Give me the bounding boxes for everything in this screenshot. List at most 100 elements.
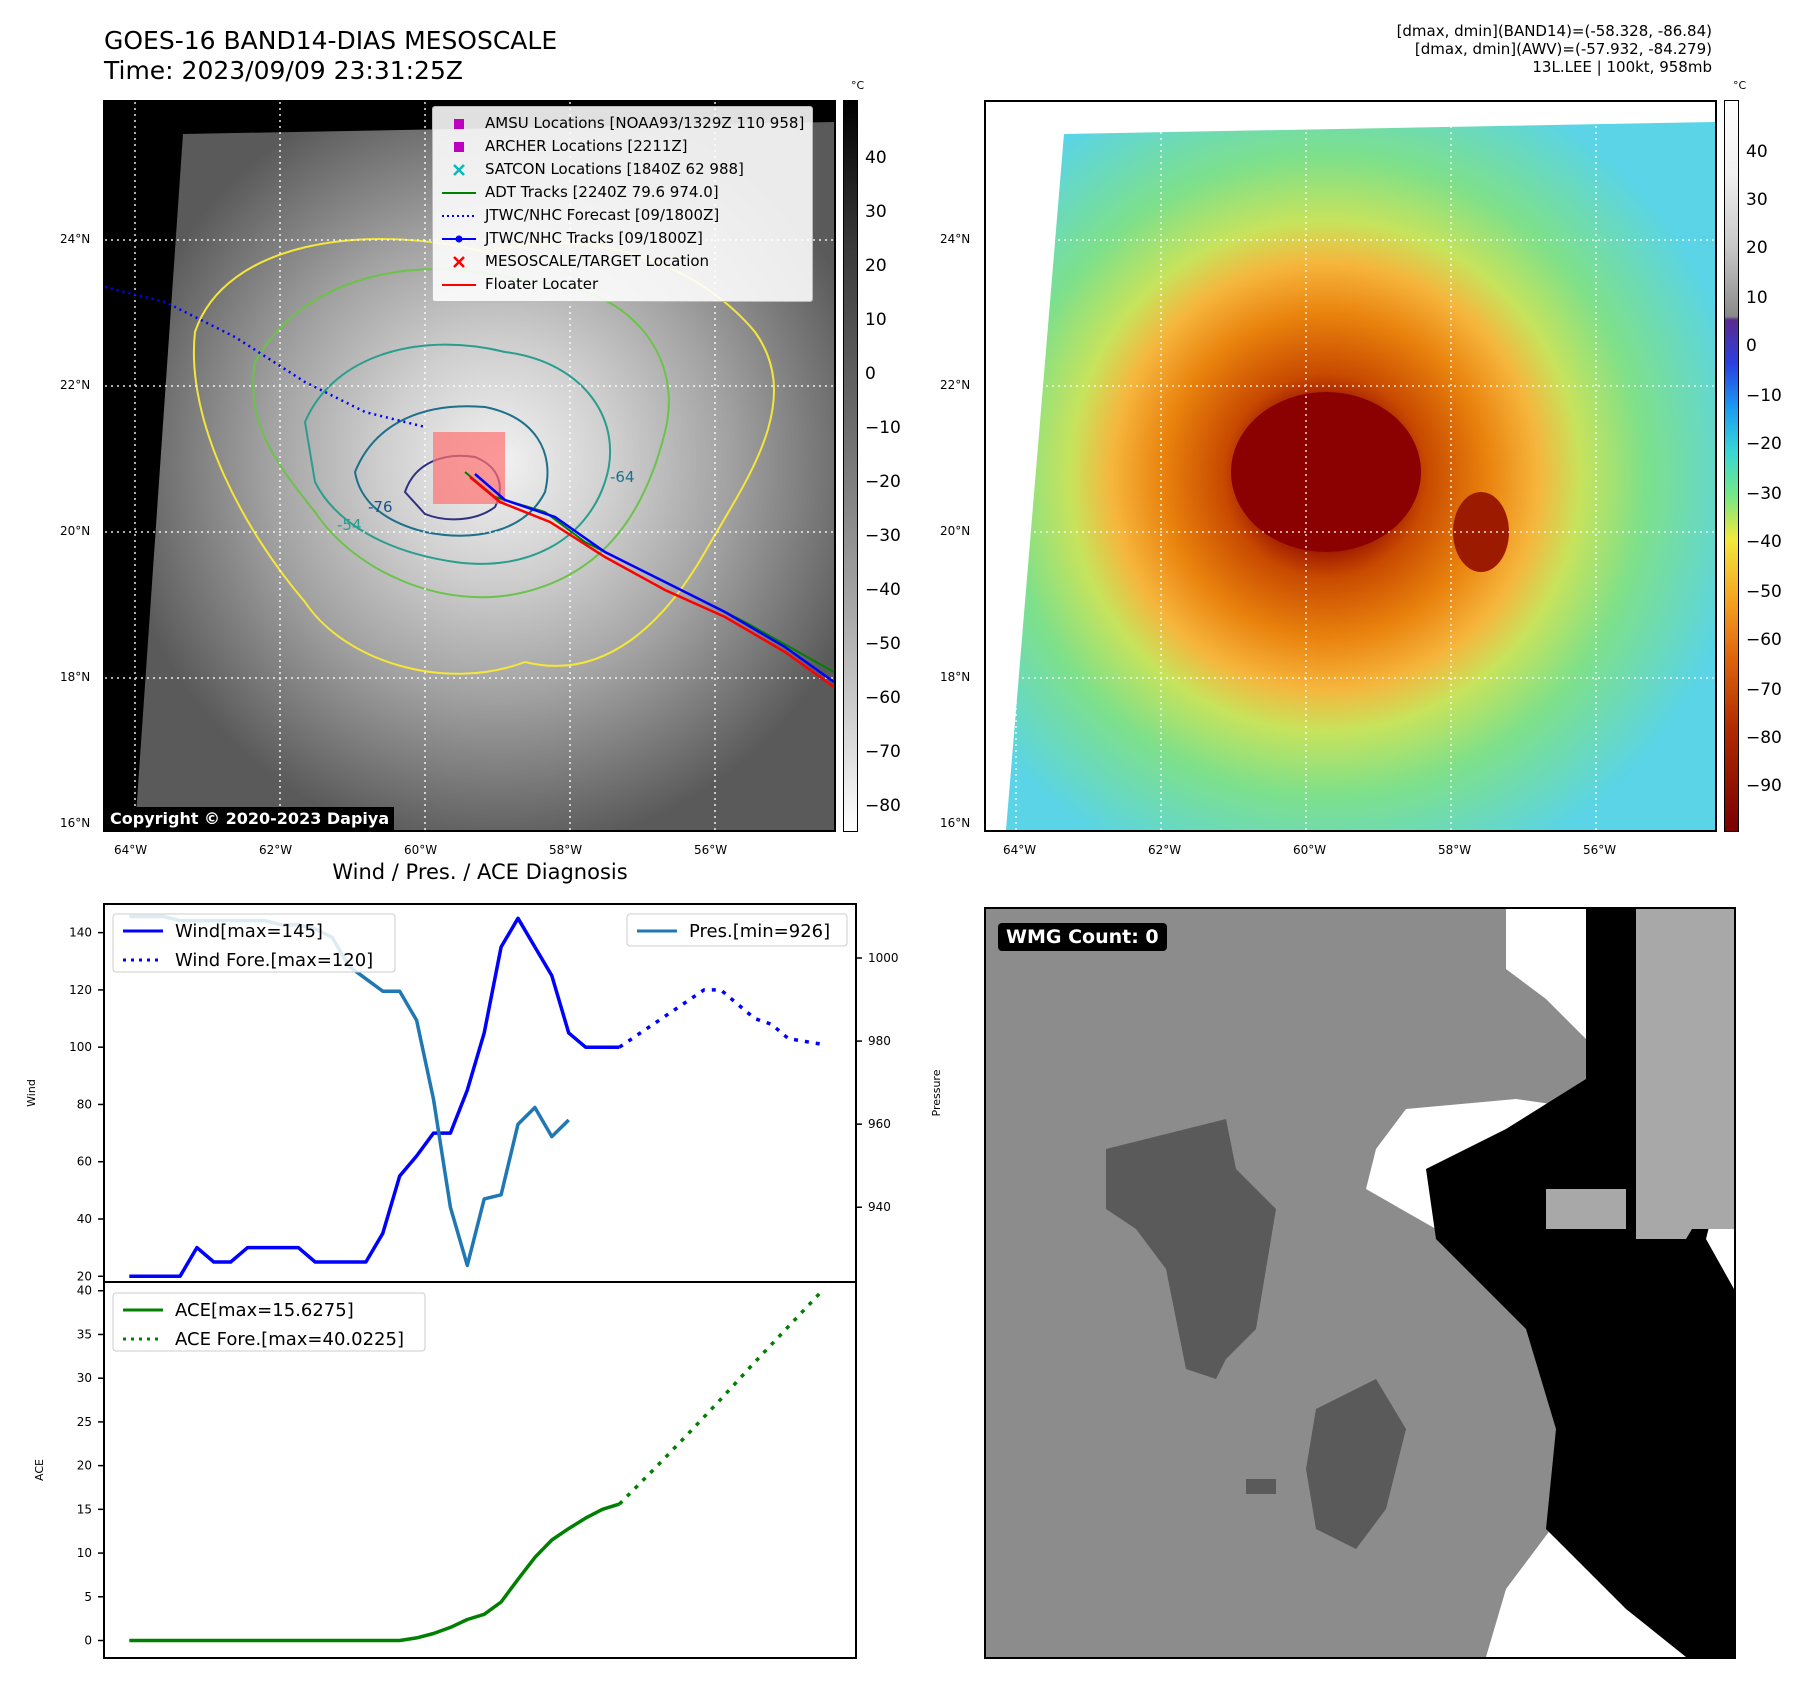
lon-label: 60°W	[404, 843, 438, 857]
lat-label: 20°N	[60, 524, 91, 538]
series-line-wind-0	[129, 916, 537, 1279]
legend-item-tracks: JTWC/NHC Tracks [09/1800Z]	[441, 227, 804, 250]
colorbar-tick: −80	[1746, 728, 1782, 748]
awv-map	[984, 100, 1717, 832]
info-line-3: 13L.LEE | 100kt, 958mb	[1532, 58, 1712, 76]
wmg-count-badge: WMG Count: 0	[998, 923, 1167, 951]
ace-ytick-label: 0	[84, 1634, 92, 1648]
colorbar-tick: 20	[865, 256, 887, 276]
square-marker-icon	[441, 117, 477, 131]
lat-label: 16°N	[60, 816, 91, 830]
legend-wind: Wind[max=145]	[175, 921, 323, 942]
legend-item-target: MESOSCALE/TARGET Location	[441, 250, 804, 273]
colorbar-tick: −20	[865, 472, 901, 492]
legend-item-archer: ARCHER Locations [2211Z]	[441, 135, 804, 158]
colorbar-tick: 10	[865, 310, 887, 330]
colorbar-tick: 10	[1746, 288, 1768, 308]
x-marker-icon	[441, 255, 477, 269]
pressure-ytick-label: 940	[868, 1200, 891, 1214]
lat-label: 18°N	[940, 670, 971, 684]
wind-ytick-label: 60	[77, 1155, 92, 1169]
ace-ytick-label: 5	[84, 1590, 92, 1604]
legend-label: ARCHER Locations [2211Z]	[485, 137, 688, 155]
lat-label: 24°N	[60, 232, 91, 246]
colorbar-unit: °C	[1733, 79, 1747, 92]
contour-label-3: -64	[610, 468, 635, 486]
colorbar-tick: 20	[1746, 238, 1768, 258]
lat-label: 22°N	[60, 378, 91, 392]
ace-ytick-label: 15	[77, 1502, 92, 1516]
series-line-ace-1	[618, 1289, 824, 1506]
ace-plot-frame	[103, 1281, 857, 1659]
legend-item-satcon: SATCON Locations [1840Z 62 988]	[441, 158, 804, 181]
lon-label: 64°W	[1003, 843, 1037, 857]
legend-label: SATCON Locations [1840Z 62 988]	[485, 160, 744, 178]
pressure-axis-label: Pressure	[930, 1069, 943, 1116]
colorbar-tick: −60	[865, 688, 901, 708]
intensity-info: [dmax, dmin](BAND14)=(-58.328, -86.84) […	[1397, 22, 1712, 76]
legend-item-forecast: JTWC/NHC Forecast [09/1800Z]	[441, 204, 804, 227]
awv-map-image	[986, 102, 1715, 830]
wind-axis-label: Wind	[25, 1079, 38, 1107]
line-dot-icon	[441, 232, 477, 246]
wind-ytick-label: 40	[77, 1212, 92, 1226]
info-line-2: [dmax, dmin](AWV)=(-57.932, -84.279)	[1414, 40, 1712, 58]
series-line-wind-1	[533, 946, 620, 1049]
legend-item-amsu: AMSU Locations [NOAA93/1329Z 110 958]	[441, 112, 804, 135]
colorbar-tick: 30	[865, 202, 887, 222]
lon-label: 58°W	[549, 843, 583, 857]
lon-label: 62°W	[1148, 843, 1182, 857]
wind-legend: Wind[max=145] Wind Fore.[max=120]	[112, 913, 396, 973]
colorbar-tick: 0	[865, 364, 876, 384]
colorbar-tick: −40	[865, 580, 901, 600]
ace-legend: ACE[max=15.6275] ACE Fore.[max=40.0225]	[112, 1292, 426, 1352]
title-line-2: Time: 2023/09/09 23:31:25Z	[104, 56, 463, 85]
legend-ace-forecast: ACE Fore.[max=40.0225]	[175, 1329, 404, 1350]
lat-label: 16°N	[940, 816, 971, 830]
lon-label: 60°W	[1293, 843, 1327, 857]
colorbar-tick: −40	[1746, 532, 1782, 552]
legend-label: AMSU Locations [NOAA93/1329Z 110 958]	[485, 114, 805, 132]
colorbar-tick: −30	[1746, 484, 1782, 504]
colorbar-unit: °C	[851, 79, 865, 92]
x-marker-icon	[441, 163, 477, 177]
wind-ytick-label: 20	[77, 1269, 92, 1283]
contour-label-2: -76	[368, 498, 393, 516]
series-line-ace-0	[129, 1502, 620, 1643]
wind-ytick-label: 100	[69, 1040, 92, 1054]
lon-label: 56°W	[694, 843, 728, 857]
map-legend: AMSU Locations [NOAA93/1329Z 110 958] AR…	[432, 106, 814, 302]
colorbar-tick: −50	[865, 634, 901, 654]
legend-label: JTWC/NHC Forecast [09/1800Z]	[485, 206, 720, 224]
colorbar-tick: 0	[1746, 336, 1757, 356]
pressure-ytick-label: 980	[868, 1034, 891, 1048]
wind-ytick-label: 140	[69, 926, 92, 940]
colorbar-tick: −20	[1746, 434, 1782, 454]
colorbar-tick: −90	[1746, 776, 1782, 796]
legend-label: Floater Locater	[485, 275, 599, 293]
lon-label: 58°W	[1438, 843, 1472, 857]
line-marker-icon	[441, 186, 477, 200]
series-line-wind-2	[618, 988, 823, 1049]
info-line-1: [dmax, dmin](BAND14)=(-58.328, -86.84)	[1396, 22, 1712, 40]
awv-colorbar	[1724, 100, 1739, 832]
legend-ace: ACE[max=15.6275]	[175, 1300, 354, 1321]
legend-pressure: Pres.[min=926]	[689, 921, 830, 942]
copyright-label: Copyright © 2020-2023 Dapiya	[105, 807, 395, 830]
legend-label: ADT Tracks [2240Z 79.6 974.0]	[485, 183, 719, 201]
colorbar-tick: 40	[865, 148, 887, 168]
lon-label: 56°W	[1583, 843, 1617, 857]
wmg-image	[986, 909, 1734, 1657]
colorbar-tick: −10	[1746, 386, 1782, 406]
wind-ytick-label: 120	[69, 983, 92, 997]
contour-label-1: -54	[337, 516, 362, 534]
colorbar-tick: −30	[865, 526, 901, 546]
ace-axis-label: ACE	[33, 1459, 46, 1481]
colorbar-tick: −60	[1746, 630, 1782, 650]
legend-label: JTWC/NHC Tracks [09/1800Z]	[485, 229, 703, 247]
colorbar-tick: −70	[865, 742, 901, 762]
colorbar-tick: −80	[865, 796, 901, 816]
ace-ytick-label: 40	[77, 1284, 92, 1298]
colorbar-tick: 30	[1746, 190, 1768, 210]
ace-ytick-label: 25	[77, 1415, 92, 1429]
